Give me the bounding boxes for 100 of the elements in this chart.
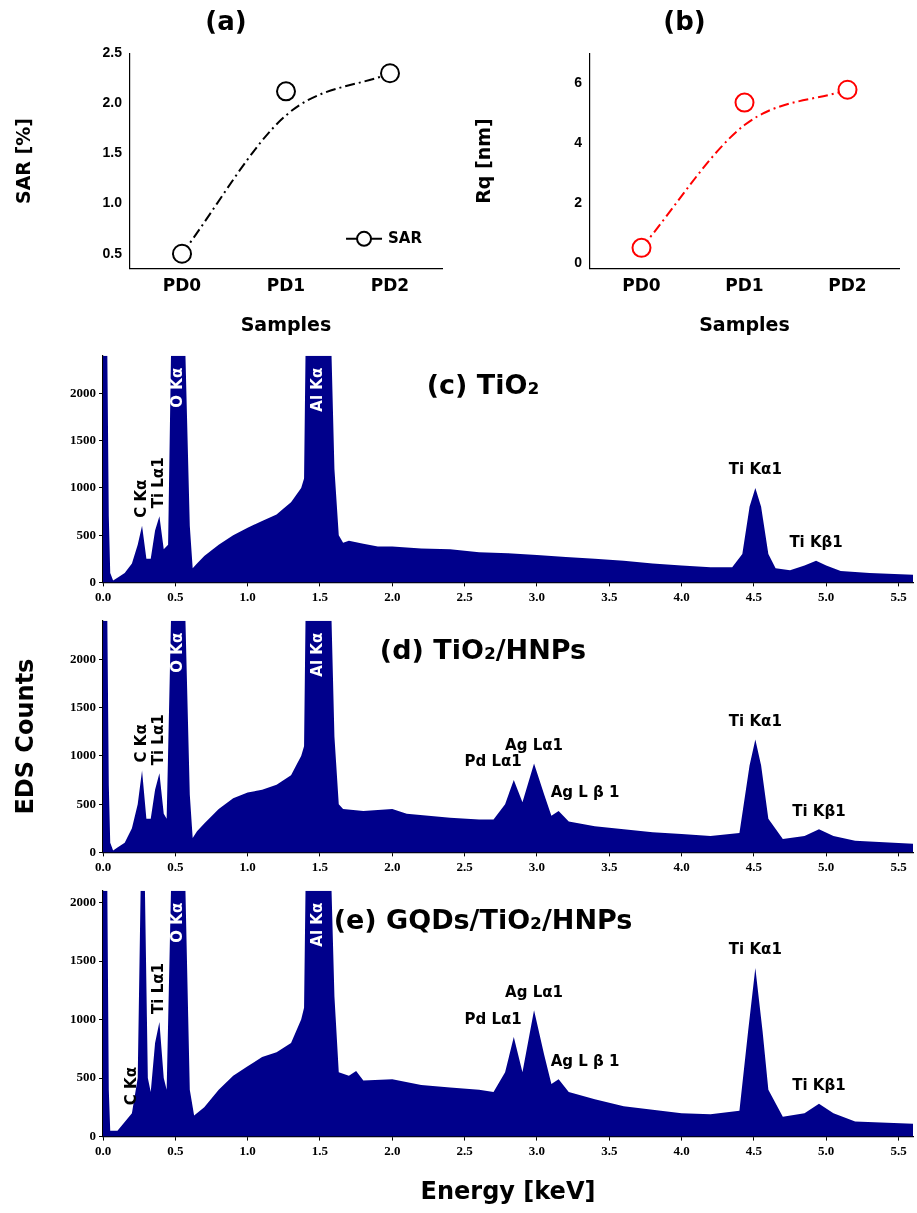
y-tick-label: 1500 xyxy=(70,699,96,715)
text: (c) TiO₂ xyxy=(426,369,540,401)
y-tick-label: 1000 xyxy=(70,747,96,763)
point xyxy=(172,243,192,264)
x-tick-label: 4.0 xyxy=(673,858,690,874)
text: (d) TiO₂/HNPs xyxy=(379,634,587,666)
x-tick-label: 1.5 xyxy=(311,858,329,874)
x-tick-label: 1.5 xyxy=(311,588,329,604)
annotation: O Kα xyxy=(168,367,187,408)
y-tick-label: 1.5 xyxy=(102,144,123,161)
y-tick-label: 1.0 xyxy=(102,194,123,211)
y-tick-label: 2.5 xyxy=(102,44,123,61)
x-tick-label: 5.5 xyxy=(890,858,908,874)
y-tick-label: 1500 xyxy=(70,952,96,968)
y-tick-label: 500 xyxy=(76,1069,96,1085)
x-tick-label: 5.0 xyxy=(818,588,835,604)
annotation: Ag Lα1 xyxy=(505,982,563,1001)
x-tick-label: 3.0 xyxy=(528,1142,546,1158)
x-tick-label: 4.5 xyxy=(745,1142,763,1158)
x-tick-label: 1.0 xyxy=(239,1142,256,1158)
annotation: Al Kα xyxy=(308,632,327,677)
x-tick-label: 2.0 xyxy=(384,858,401,874)
point xyxy=(631,237,652,258)
x-axis-title: Samples xyxy=(699,312,790,335)
point xyxy=(837,79,858,100)
y-tick-label: 2000 xyxy=(70,893,96,909)
annotation: Al Kα xyxy=(308,367,327,412)
x-tick-label: 5.5 xyxy=(890,588,908,604)
point xyxy=(276,81,296,102)
x-tick-label: 0.0 xyxy=(94,1142,112,1158)
x-tick-label: 3.5 xyxy=(601,858,618,874)
y-tick-label: 2 xyxy=(574,193,583,210)
text: (e) GQDs/TiO₂/HNPs xyxy=(333,904,633,936)
x-axis-title: Energy [keV] xyxy=(420,1176,596,1205)
x-tick-label: 0.0 xyxy=(94,858,112,874)
x-tick-label: 4.5 xyxy=(745,588,763,604)
x-tick-label: PD1 xyxy=(725,275,764,296)
x-tick-label: 3.5 xyxy=(601,1142,618,1158)
x-tick-label: PD0 xyxy=(622,275,661,296)
annotation: Ag L β 1 xyxy=(550,1051,620,1070)
x-tick-label: PD1 xyxy=(266,275,306,296)
annotation: C Kα xyxy=(131,479,150,518)
x-tick-label: 0.5 xyxy=(167,588,184,604)
annotation: Ti Kβ1 xyxy=(789,533,843,552)
x-tick-label: 1.5 xyxy=(311,1142,329,1158)
annotation: Ag L β 1 xyxy=(550,783,620,802)
annotation: Ag Lα1 xyxy=(505,736,563,755)
x-tick-label: PD2 xyxy=(828,275,867,296)
x-tick-label: 0.0 xyxy=(94,588,112,604)
x-tick-label: 3.0 xyxy=(528,588,546,604)
x-tick-label: 4.0 xyxy=(673,588,690,604)
y-tick-label: 2000 xyxy=(70,384,96,400)
y-tick-label: 0 xyxy=(89,843,96,859)
x-tick-label: 0.5 xyxy=(167,1142,184,1158)
y-axis-title: Rq [nm] xyxy=(472,118,495,204)
annotation: Pd Lα1 xyxy=(464,752,522,771)
annotation: Ti Lα1 xyxy=(149,457,168,509)
annotation: Ti Kα1 xyxy=(728,940,782,959)
x-tick-label: 2.5 xyxy=(456,1142,474,1158)
x-tick-label: 4.5 xyxy=(745,858,763,874)
y-tick-label: 0 xyxy=(89,1127,96,1143)
annotation: Al Kα xyxy=(308,902,327,947)
chart-title: (a) xyxy=(205,6,247,37)
x-tick-label: 1.0 xyxy=(239,858,256,874)
y-tick-label: 1500 xyxy=(70,432,96,448)
x-tick-label: 2.0 xyxy=(384,588,401,604)
chart-title: (b) xyxy=(663,6,706,37)
x-tick-label: 5.5 xyxy=(890,1142,908,1158)
y-tick-label: 4 xyxy=(574,133,583,150)
annotation: Ti Lα1 xyxy=(149,962,168,1014)
y-tick-label: 1000 xyxy=(70,1010,96,1026)
x-tick-label: 5.0 xyxy=(818,1142,835,1158)
annotation: C Kα xyxy=(121,1067,140,1106)
annotation: Ti Kβ1 xyxy=(792,1076,846,1095)
x-tick-label: 5.0 xyxy=(818,858,835,874)
annotation: C Kα xyxy=(131,724,150,763)
x-tick-label: 4.0 xyxy=(673,1142,690,1158)
annotation: Pd Lα1 xyxy=(464,1009,522,1028)
y-tick-label: 2000 xyxy=(70,650,96,666)
x-tick-label: PD2 xyxy=(370,275,410,296)
x-tick-label: 3.0 xyxy=(528,858,546,874)
x-tick-label: 3.5 xyxy=(601,588,618,604)
point xyxy=(380,63,400,84)
y-tick-label: 0 xyxy=(89,573,96,589)
y-tick-label: 6 xyxy=(574,74,583,90)
annotation: Ti Kβ1 xyxy=(792,801,846,820)
x-tick-label: 2.0 xyxy=(384,1142,401,1158)
annotation: Ti Lα1 xyxy=(149,714,168,766)
x-tick-label: PD0 xyxy=(162,275,202,296)
y-tick-label: 2.0 xyxy=(102,94,123,111)
y-tick-label: 1000 xyxy=(70,479,96,495)
annotation: O Kα xyxy=(168,632,187,673)
y-tick-label: 0.5 xyxy=(102,244,123,261)
x-tick-label: 0.5 xyxy=(167,858,184,874)
y-axis-title: SAR [%] xyxy=(12,117,35,205)
x-axis-title: Samples xyxy=(240,312,332,335)
y-tick-label: 500 xyxy=(76,526,96,542)
y-tick-label: 500 xyxy=(76,795,96,811)
x-tick-label: 1.0 xyxy=(239,588,256,604)
y-axis-title: EDS Counts xyxy=(10,658,39,815)
